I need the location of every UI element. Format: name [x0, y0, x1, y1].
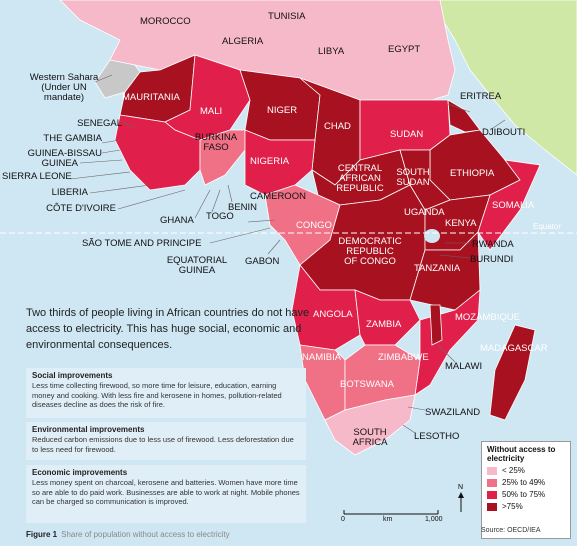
lake-victoria: [424, 229, 440, 243]
info-box-environmental: Environmental improvements Reduced carbo…: [26, 422, 306, 460]
label-niger: NIGER: [267, 105, 298, 116]
figure-caption: Figure 1 Share of population without acce…: [26, 530, 230, 539]
label-congo: CONGO: [296, 220, 332, 231]
region-angola: [291, 264, 361, 351]
region-somalia: [477, 159, 541, 251]
label-malawi: MALAWI: [445, 361, 483, 372]
label-botswana: BOTSWANA: [340, 379, 395, 390]
region-madagascar: [489, 324, 536, 421]
label-algeria: ALGERIA: [222, 36, 264, 47]
label-burkina-faso: BURKINA FASO: [194, 132, 238, 153]
label-western-sahara: Western Sahara (Under UN mandate): [29, 72, 99, 103]
label-madagascar: MADAGASCAR: [480, 343, 548, 354]
box-title: Social improvements: [32, 371, 113, 380]
label-mali: MALI: [200, 106, 223, 117]
label-rwanda: RWANDA: [472, 239, 514, 250]
legend-swatch: [487, 502, 497, 511]
region-west-coast: [114, 114, 201, 191]
label-guinea: GUINEA: [41, 158, 78, 169]
label-gabon: GABON: [245, 256, 280, 267]
label-drc: DEMOCRATIC REPUBLIC OF CONGO: [338, 236, 402, 267]
source-note: Source: OECD/IEA: [481, 527, 541, 534]
label-sierra-leone: SIERRA LEONE: [2, 171, 72, 182]
label-chad: CHAD: [324, 121, 351, 132]
label-eritrea: ERITREA: [460, 91, 502, 102]
scale-unit: km: [383, 516, 393, 523]
label-tanzania: TANZANIA: [414, 263, 461, 274]
info-box-social: Social improvements Less time collecting…: [26, 368, 306, 418]
label-gambia: THE GAMBIA: [43, 133, 102, 144]
legend-swatch: [487, 490, 497, 499]
label-mauritania: MAURITANIA: [122, 92, 180, 103]
legend-label: >75%: [502, 502, 523, 511]
label-namibia: NAMIBIA: [302, 352, 342, 363]
north-label: N: [458, 484, 464, 491]
legend-item: < 25%: [487, 466, 565, 475]
label-kenya: KENYA: [445, 218, 477, 229]
label-senegal: SENEGAL: [77, 118, 122, 129]
leader-lines: [69, 74, 506, 434]
label-djibouti: DJIBOUTI: [482, 127, 526, 138]
label-burundi: BURUNDI: [470, 254, 514, 265]
label-benin: BENIN: [228, 202, 258, 213]
arabian-peninsula: [429, 0, 577, 176]
region-malawi: [429, 304, 443, 346]
label-libya: LIBYA: [318, 46, 345, 57]
legend-label: 25% to 49%: [502, 478, 546, 487]
figure-label: Figure 1: [26, 530, 58, 539]
box-body: Reduced carbon emissions due to less use…: [32, 435, 294, 454]
legend-title: Without access to electricity: [487, 445, 556, 463]
legend-swatch: [487, 478, 497, 487]
legend: Without access to electricity < 25% 25% …: [481, 441, 571, 539]
label-ethiopia: ETHIOPIA: [450, 168, 495, 179]
label-angola: ANGOLA: [313, 309, 353, 320]
label-sao-tome: SÃO TOME AND PRINCIPE: [82, 238, 202, 249]
label-sudan: SUDAN: [390, 129, 424, 140]
region-burkina-ghana: [199, 129, 246, 186]
label-tunisia: TUNISIA: [268, 11, 306, 22]
region-eritrea: [447, 99, 481, 133]
label-swaziland: SWAZILAND: [425, 407, 481, 418]
box-title: Economic improvements: [32, 468, 128, 477]
legend-label: 50% to 75%: [502, 490, 546, 499]
label-equator: Equator: [533, 222, 562, 231]
label-egypt: EGYPT: [388, 44, 421, 55]
label-cameroon: CAMEROON: [250, 191, 306, 202]
label-zambia: ZAMBIA: [366, 319, 402, 330]
region-zambia: [354, 289, 421, 346]
box-body: Less money spent on charcoal, kerosene a…: [32, 478, 300, 506]
scale-zero: 0: [341, 516, 345, 523]
label-guinea-bissau: GUINEA-BISSAU: [27, 148, 102, 159]
label-liberia: LIBERIA: [51, 187, 88, 198]
box-body: Less time collecting firewood, so more t…: [32, 381, 282, 409]
label-nigeria: NIGERIA: [250, 156, 290, 167]
label-mozambique: MOZAMBIQUE: [455, 312, 520, 323]
label-car: CENTRAL AFRICAN REPUBLIC: [336, 163, 384, 194]
label-cote-divoire: CÔTE D'IVOIRE: [46, 203, 116, 214]
legend-item: >75%: [487, 502, 565, 511]
info-box-economic: Economic improvements Less money spent o…: [26, 465, 306, 523]
label-south-sudan: SOUTH SUDAN: [396, 167, 430, 188]
figure-caption-text: Share of population without access to el…: [61, 530, 230, 539]
north-arrow: N: [455, 484, 469, 514]
label-south-africa: SOUTH AFRICA: [352, 427, 388, 448]
label-ghana: GHANA: [160, 215, 194, 226]
label-somalia: SOMALIA: [492, 200, 535, 211]
legend-item: 50% to 75%: [487, 490, 565, 499]
legend-item: 25% to 49%: [487, 478, 565, 487]
scale-max: 1,000: [425, 516, 443, 523]
legend-label: < 25%: [502, 466, 525, 475]
label-lesotho: LESOTHO: [414, 431, 460, 442]
intro-text: Two thirds of people living in African c…: [26, 307, 310, 351]
label-morocco: MOROCCO: [140, 16, 191, 27]
label-togo: TOGO: [206, 211, 234, 222]
box-title: Environmental improvements: [32, 425, 145, 434]
label-zimbabwe: ZIMBABWE: [378, 352, 429, 363]
legend-swatch: [487, 466, 497, 475]
label-uganda: UGANDA: [404, 207, 445, 218]
label-eq-guinea: EQUATORIAL GUINEA: [166, 255, 228, 276]
region-south-africa: [324, 394, 416, 456]
